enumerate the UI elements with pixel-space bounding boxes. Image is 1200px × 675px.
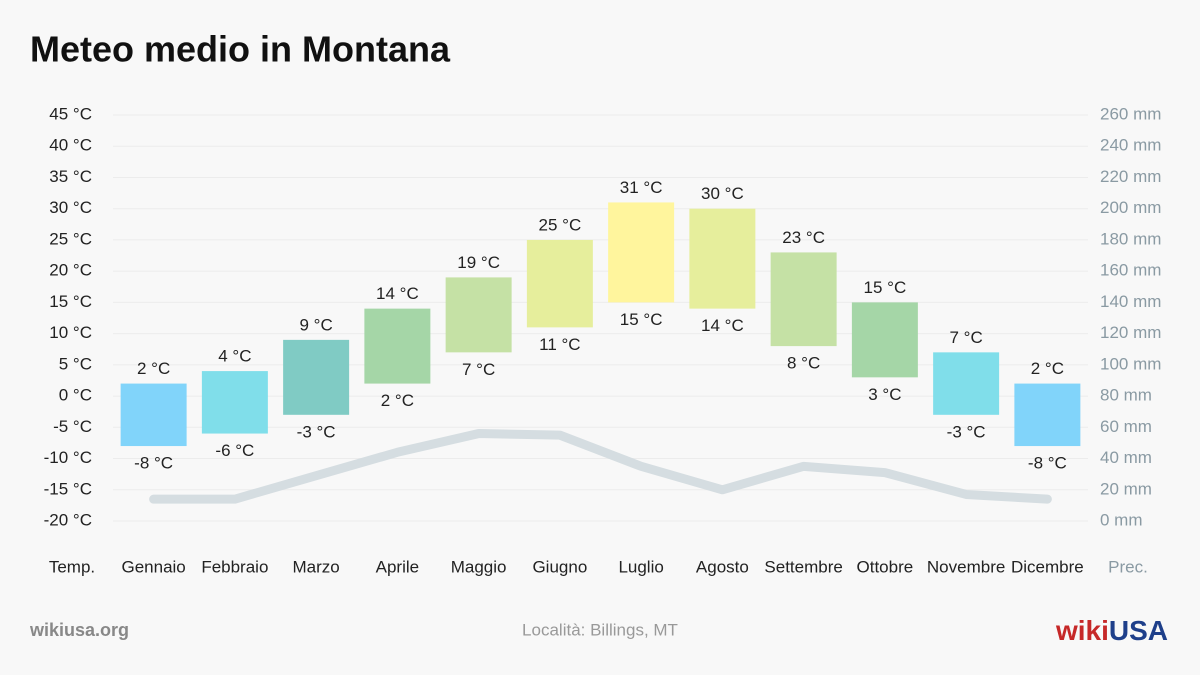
min-label: 7 °C xyxy=(462,360,495,379)
y-tick-label: 5 °C xyxy=(59,354,92,373)
min-label: -3 °C xyxy=(947,422,986,441)
x-tick-label: Dicembre xyxy=(1011,557,1084,576)
min-label: -8 °C xyxy=(1028,454,1067,473)
max-label: 2 °C xyxy=(137,359,170,378)
min-label: 8 °C xyxy=(787,354,820,373)
logo-usa: USA xyxy=(1109,615,1168,646)
x-tick-label: Luglio xyxy=(618,557,663,576)
y-tick-label: -10 °C xyxy=(44,448,92,467)
source: wikiusa.org xyxy=(29,620,129,640)
min-label: -3 °C xyxy=(297,422,336,441)
y-tick-label: 35 °C xyxy=(49,167,92,186)
temp-bar xyxy=(283,339,350,415)
x-tick-label: Giugno xyxy=(532,557,587,576)
temp-bar xyxy=(1014,383,1081,447)
x-tick-label: Aprile xyxy=(376,557,419,576)
y2-tick-label: 120 mm xyxy=(1100,323,1161,342)
y2-tick-label: 200 mm xyxy=(1100,198,1161,217)
temp-bar xyxy=(364,308,431,384)
y-tick-label: -5 °C xyxy=(53,417,92,436)
y-tick-label: 30 °C xyxy=(49,198,92,217)
y-axis-label: Temp. xyxy=(49,557,95,576)
max-label: 9 °C xyxy=(299,315,332,334)
y-tick-label: 15 °C xyxy=(49,292,92,311)
y2-tick-label: 60 mm xyxy=(1100,417,1152,436)
y-tick-label: 20 °C xyxy=(49,261,92,280)
y-tick-label: 40 °C xyxy=(49,136,92,155)
x-tick-label: Novembre xyxy=(927,557,1005,576)
temp-bar xyxy=(608,202,675,303)
temp-bar xyxy=(851,302,918,378)
y2-tick-label: 140 mm xyxy=(1100,292,1161,311)
y2-tick-label: 20 mm xyxy=(1100,479,1152,498)
max-label: 31 °C xyxy=(620,178,663,197)
max-label: 23 °C xyxy=(782,228,825,247)
x-tick-label: Ottobre xyxy=(857,557,914,576)
max-label: 25 °C xyxy=(539,215,582,234)
y2-tick-label: 160 mm xyxy=(1100,261,1161,280)
location: Località: Billings, MT xyxy=(522,620,678,639)
min-label: -6 °C xyxy=(215,441,254,460)
max-label: 4 °C xyxy=(218,347,251,366)
y-tick-label: 0 °C xyxy=(59,386,92,405)
max-label: 14 °C xyxy=(376,284,419,303)
min-label: 2 °C xyxy=(381,391,414,410)
temp-bar xyxy=(201,371,268,434)
max-label: 2 °C xyxy=(1031,359,1064,378)
max-label: 30 °C xyxy=(701,184,744,203)
x-tick-label: Marzo xyxy=(293,557,340,576)
y2-tick-label: 240 mm xyxy=(1100,136,1161,155)
chart-title: Meteo medio in Montana xyxy=(30,29,451,70)
y2-axis-label: Prec. xyxy=(1108,557,1148,576)
y2-tick-label: 180 mm xyxy=(1100,229,1161,248)
temp-bar xyxy=(770,252,837,347)
y2-tick-label: 100 mm xyxy=(1100,354,1161,373)
temp-bar xyxy=(445,277,512,353)
y2-tick-label: 0 mm xyxy=(1100,510,1143,529)
y2-tick-label: 40 mm xyxy=(1100,448,1152,467)
temp-bar xyxy=(689,208,756,309)
x-tick-label: Febbraio xyxy=(201,557,268,576)
min-label: 11 °C xyxy=(539,335,580,354)
y-tick-label: -15 °C xyxy=(44,479,92,498)
precipitation-line xyxy=(149,429,1052,504)
min-label: -8 °C xyxy=(134,454,173,473)
y-tick-label: 25 °C xyxy=(49,229,92,248)
max-label: 19 °C xyxy=(457,253,500,272)
x-tick-label: Gennaio xyxy=(121,557,185,576)
max-label: 7 °C xyxy=(949,328,982,347)
logo: wikiUSA xyxy=(1055,615,1168,646)
max-label: 15 °C xyxy=(864,278,907,297)
y-tick-label: -20 °C xyxy=(44,510,92,529)
y2-tick-label: 260 mm xyxy=(1100,104,1161,123)
temp-bar xyxy=(933,352,1000,415)
y-tick-label: 45 °C xyxy=(49,104,92,123)
temp-bar xyxy=(120,383,187,447)
y2-tick-label: 220 mm xyxy=(1100,167,1161,186)
logo-wiki: wiki xyxy=(1055,615,1109,646)
x-tick-label: Settembre xyxy=(764,557,842,576)
min-label: 14 °C xyxy=(701,316,744,335)
y2-tick-label: 80 mm xyxy=(1100,386,1152,405)
min-label: 3 °C xyxy=(868,385,901,404)
temp-bar xyxy=(526,239,593,328)
y-tick-label: 10 °C xyxy=(49,323,92,342)
x-tick-label: Maggio xyxy=(451,557,507,576)
x-tick-label: Agosto xyxy=(696,557,749,576)
min-label: 15 °C xyxy=(620,310,663,329)
